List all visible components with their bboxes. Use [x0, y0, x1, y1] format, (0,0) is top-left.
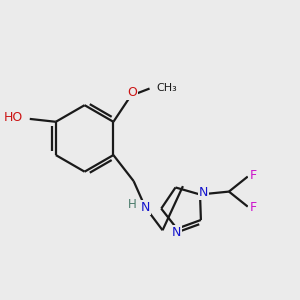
Text: H: H	[128, 198, 136, 211]
Text: F: F	[249, 169, 256, 182]
Text: O: O	[127, 86, 137, 99]
Text: N: N	[140, 201, 150, 214]
Text: HO: HO	[3, 111, 22, 124]
Text: F: F	[249, 201, 256, 214]
Text: N: N	[199, 186, 208, 199]
Text: CH₃: CH₃	[157, 83, 178, 93]
Text: N: N	[172, 226, 181, 239]
